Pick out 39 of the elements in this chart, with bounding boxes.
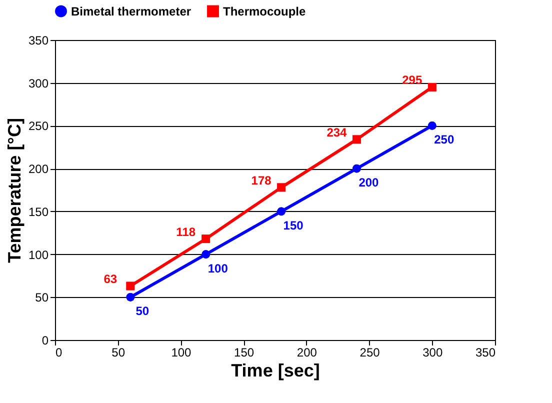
y-tick-label: 150 [28,204,49,219]
y-tick-label: 200 [28,162,49,176]
data-label: 178 [251,173,272,188]
point [428,122,436,130]
x-tick-label: 200 [296,346,318,360]
legend-label: Thermocouple [223,4,306,18]
x-tick-label: 100 [171,346,192,360]
data-label: 234 [326,125,348,140]
point [126,292,135,302]
data-label: 100 [208,261,228,276]
point [428,82,436,92]
x-tick-label: 0 [56,346,62,360]
point [352,164,361,173]
point [202,250,210,258]
y-tick-label: 50 [35,290,49,305]
x-tick-label: 150 [234,346,254,360]
point [202,234,210,244]
x-tick-label: 350 [475,346,496,360]
y-tick-label: 350 [28,34,49,48]
x-tick-label: 250 [360,346,380,360]
data-label: 118 [176,224,196,239]
point [352,135,361,144]
legend-label: Bimetal thermometer [71,4,192,18]
y-tick-label: 300 [28,76,49,90]
y-axis-title: Temperature [°C] [4,118,24,263]
point [277,207,286,216]
y-tick-label: 250 [28,119,49,134]
x-tick-label: 50 [112,346,126,360]
data-label: 250 [434,132,454,147]
data-label: 150 [283,218,304,232]
point [277,183,286,192]
point [126,282,135,290]
data-label: 200 [358,176,380,190]
data-label: 50 [136,304,150,318]
x-tick-label: 300 [422,346,443,360]
y-tick-label: 100 [28,248,49,262]
y-tick-label: 0 [42,334,49,348]
x-axis-title: Time [sec] [231,360,320,380]
data-label: 63 [104,272,118,286]
